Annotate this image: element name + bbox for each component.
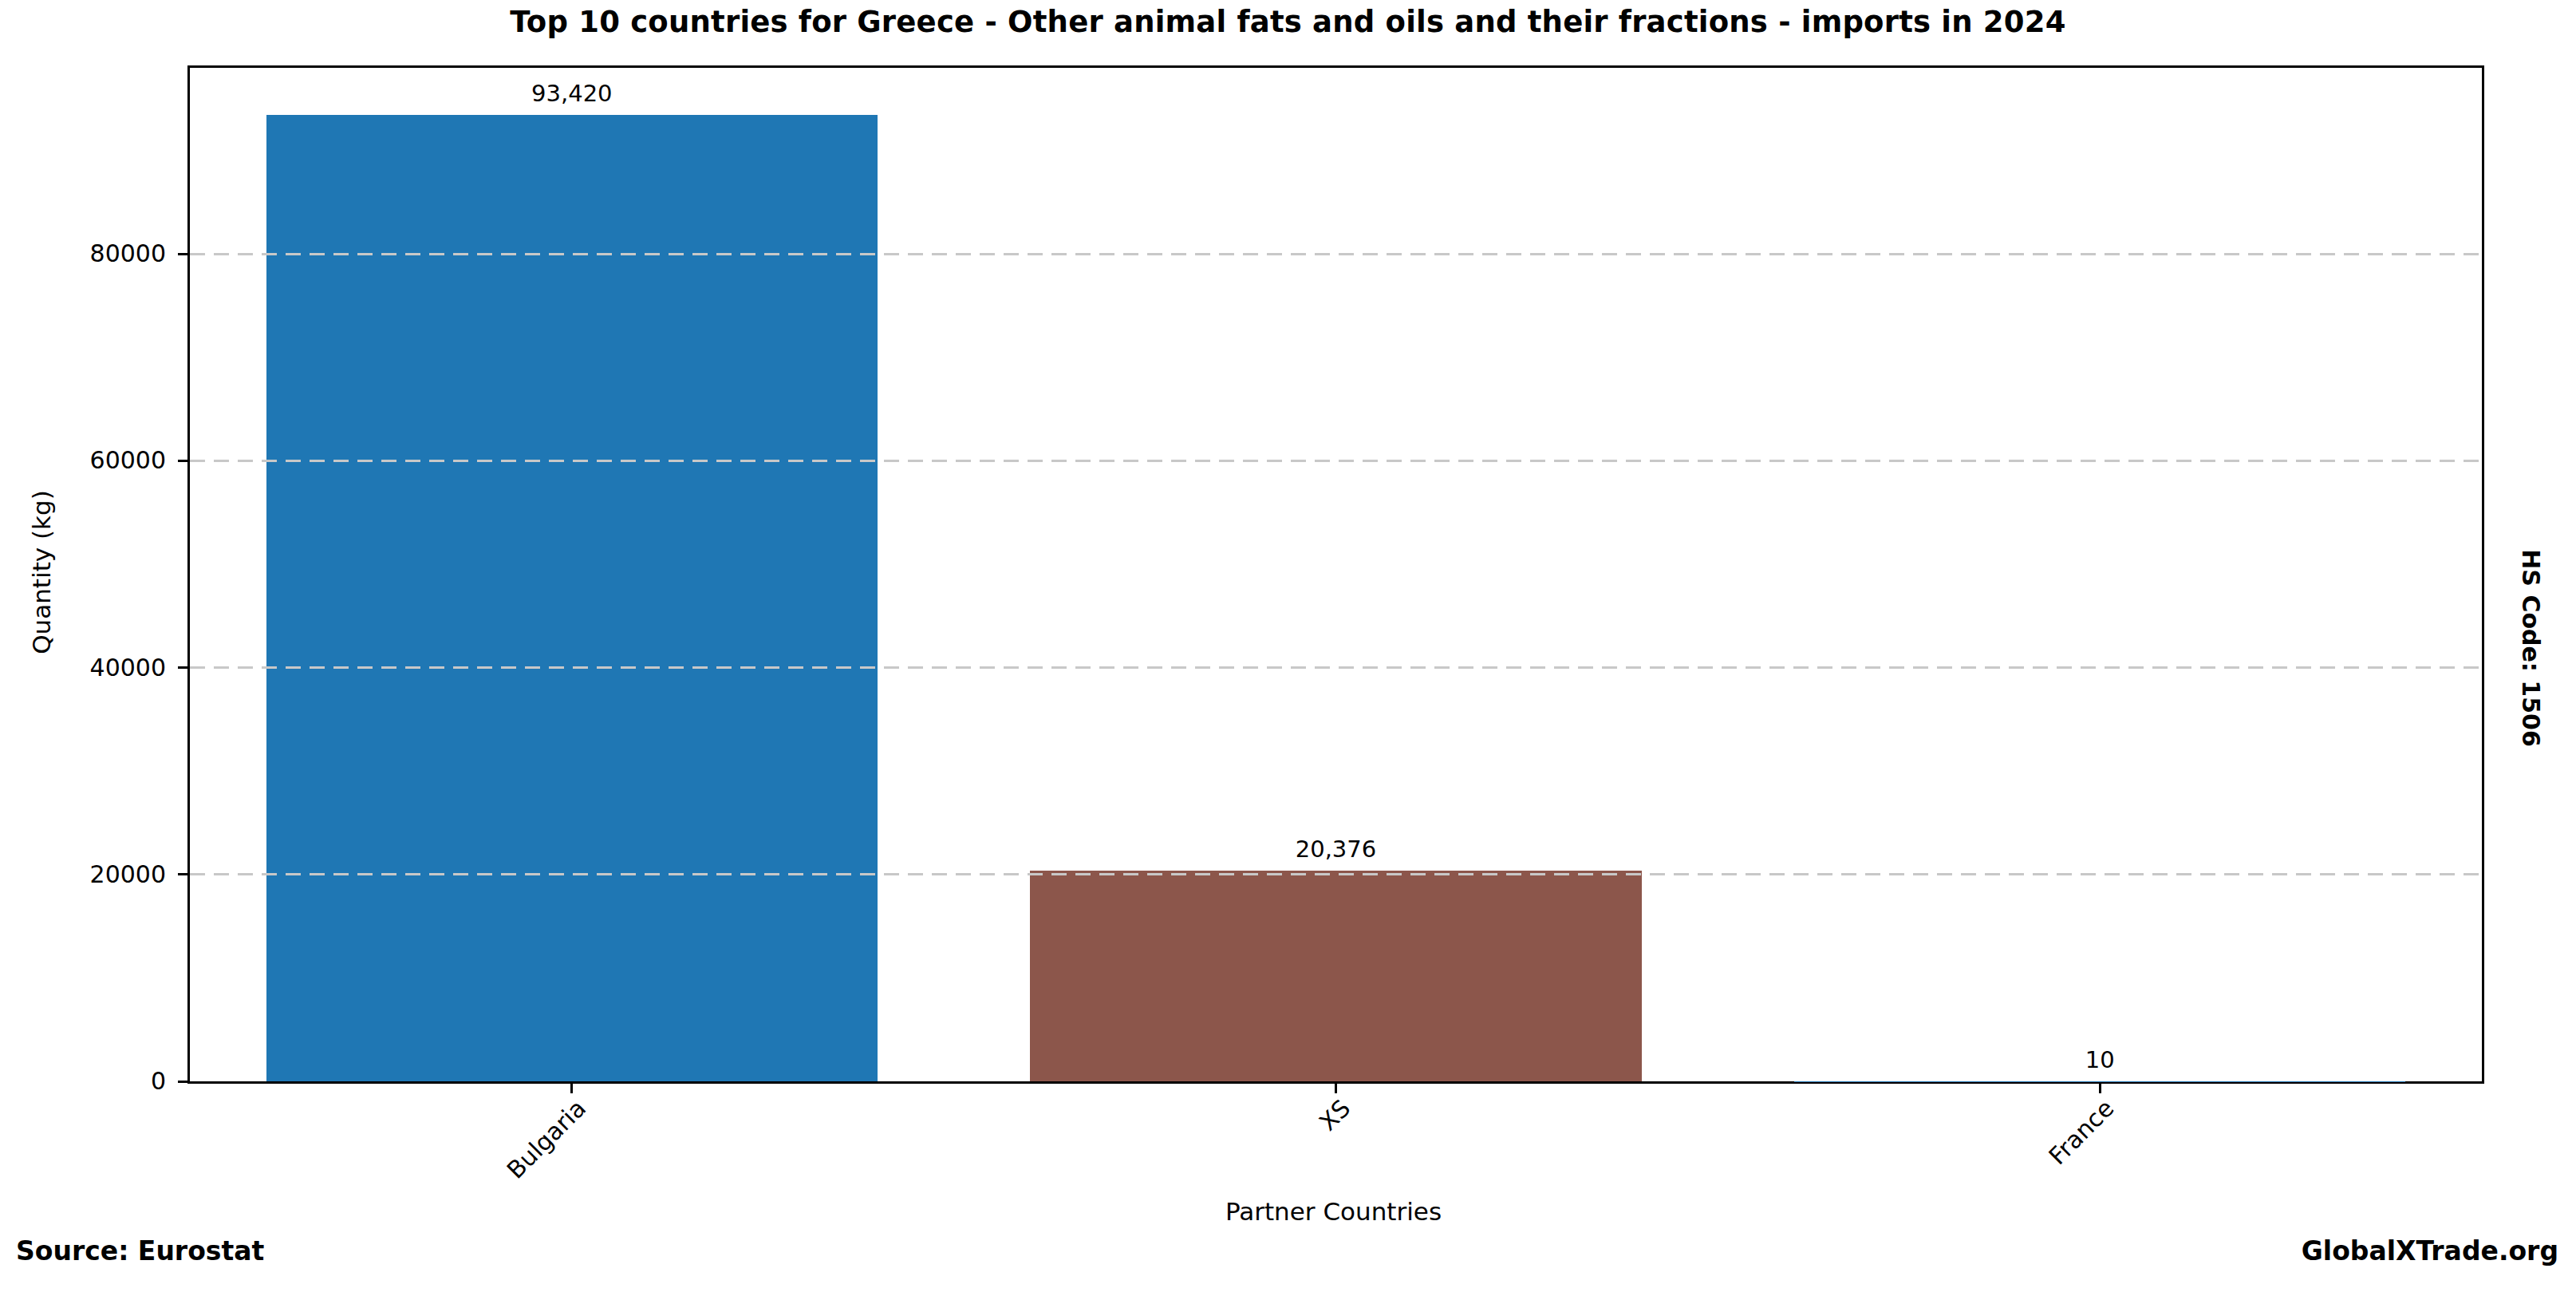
chart-title: Top 10 countries for Greece - Other anim… bbox=[0, 5, 2576, 39]
bar-value-label: 93,420 bbox=[412, 80, 732, 107]
y-tick-label: 20000 bbox=[0, 858, 166, 891]
bar bbox=[266, 115, 878, 1081]
bar-value-label: 10 bbox=[1940, 1046, 2259, 1073]
x-axis-title: Partner Countries bbox=[187, 1197, 2479, 1226]
bar-value-label: 20,376 bbox=[1177, 836, 1496, 863]
bar bbox=[1030, 871, 1641, 1081]
y-tick-mark bbox=[178, 460, 187, 462]
source-note: Source: Eurostat bbox=[16, 1235, 264, 1266]
x-tick-label: Bulgaria bbox=[502, 1094, 592, 1184]
x-tick-label: France bbox=[2044, 1094, 2120, 1170]
y-tick-mark bbox=[178, 873, 187, 875]
x-tick-label: XS bbox=[1313, 1094, 1355, 1136]
x-tick-mark bbox=[570, 1084, 573, 1093]
y-axis-title: Quantity (kg) bbox=[27, 490, 56, 654]
y-tick-label: 80000 bbox=[0, 237, 166, 271]
y-tick-mark bbox=[178, 666, 187, 669]
y-tick-label: 40000 bbox=[0, 651, 166, 685]
brand-note: GlobalXTrade.org bbox=[2302, 1235, 2558, 1266]
x-tick-mark bbox=[2099, 1084, 2101, 1093]
plot-area: 02000040000600008000093,420Bulgaria20,37… bbox=[187, 65, 2484, 1084]
y-tick-label: 60000 bbox=[0, 444, 166, 477]
y-tick-label: 0 bbox=[0, 1065, 166, 1098]
y-tick-mark bbox=[178, 253, 187, 255]
figure-canvas: { "chart_data": { "type": "bar", "title"… bbox=[0, 0, 2576, 1296]
y-tick-mark bbox=[178, 1081, 187, 1083]
hs-code-annotation: HS Code: 1506 bbox=[2517, 549, 2545, 747]
x-tick-mark bbox=[1335, 1084, 1337, 1093]
